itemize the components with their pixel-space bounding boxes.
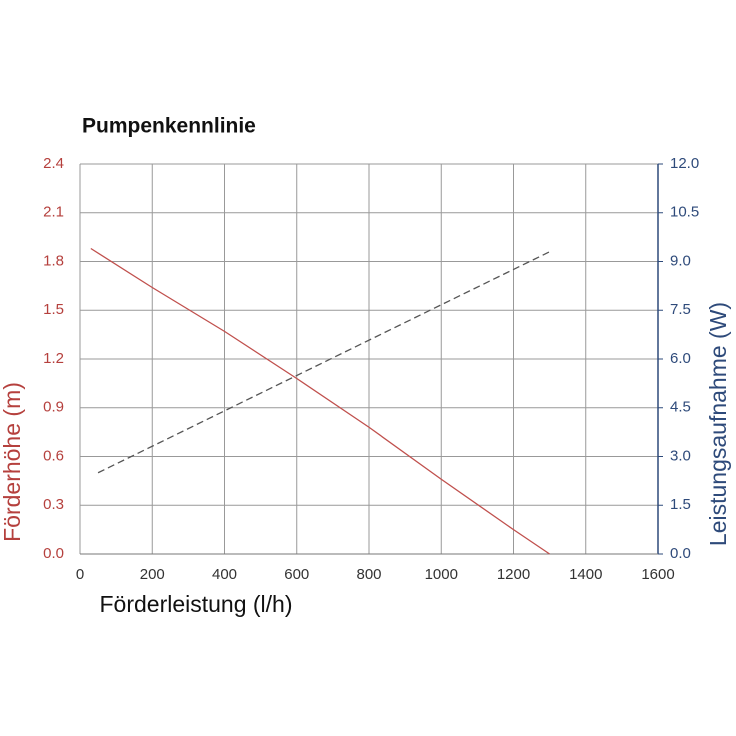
y2-tick-label: 3.0 [670, 447, 691, 464]
data-line [90, 247, 550, 555]
y-tick-label: 0.0 [43, 545, 64, 562]
y-axis-title: Förderhöhe (m) [0, 382, 25, 542]
x-tick-label: 600 [284, 566, 309, 583]
y2-tick-label: 9.0 [670, 252, 691, 269]
y2-tick-label: 1.5 [670, 496, 691, 513]
y-tick-label: 1.2 [43, 350, 64, 367]
y-tick-label: 0.9 [43, 399, 64, 416]
x-tick-label: 1600 [641, 566, 674, 583]
x-tick-label: 200 [140, 566, 165, 583]
y2-tick-label: 10.5 [670, 204, 699, 221]
x-axis-title: Förderleistung (l/h) [99, 591, 292, 617]
y-tick-label: 2.4 [43, 155, 64, 172]
x-tick-label: 800 [356, 566, 381, 583]
x-tick-label: 1200 [497, 566, 530, 583]
y-tick-label: 1.8 [43, 252, 64, 269]
x-tick-label: 1400 [569, 566, 602, 583]
y-tick-label: 1.5 [43, 301, 64, 318]
y-tick-label: 0.3 [43, 496, 64, 513]
y2-tick-label: 0.0 [670, 545, 691, 562]
y2-tick-label: 4.5 [670, 399, 691, 416]
chart-title: Pumpenkennlinie [82, 115, 256, 138]
y2-axis-title: Leistungsaufnahme (W) [705, 302, 731, 546]
data-line [97, 251, 550, 474]
x-tick-label: 1000 [425, 566, 458, 583]
y-tick-label: 2.1 [43, 204, 64, 221]
y2-tick-label: 7.5 [670, 301, 691, 318]
x-tick-label: 0 [76, 566, 84, 583]
y-tick-label: 0.6 [43, 447, 64, 464]
y2-tick-label: 12.0 [670, 155, 699, 172]
y2-tick-label: 6.0 [670, 350, 691, 367]
x-tick-label: 400 [212, 566, 237, 583]
